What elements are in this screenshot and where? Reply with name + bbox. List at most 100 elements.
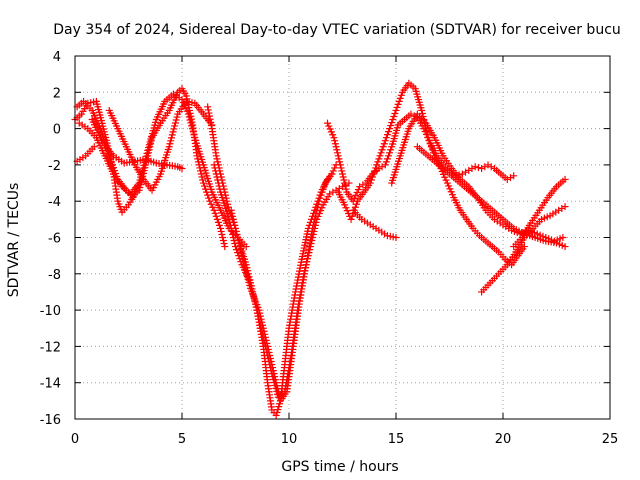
data-point: [249, 288, 257, 296]
data-point: [171, 119, 179, 127]
data-point: [245, 273, 253, 281]
data-point: [342, 185, 350, 193]
data-point: [219, 234, 227, 241]
data-point: [396, 94, 404, 102]
x-tick-label: 20: [495, 432, 512, 447]
data-point: [304, 255, 312, 263]
data-point: [213, 173, 221, 181]
data-point: [306, 243, 314, 251]
data-point: [236, 255, 244, 263]
data-point: [242, 243, 250, 251]
data-point: [377, 149, 385, 157]
series-track-7: [204, 103, 340, 405]
data-point: [385, 152, 393, 160]
data-point: [216, 185, 224, 193]
data-point: [258, 327, 266, 335]
data-point: [140, 161, 148, 169]
data-point: [254, 309, 262, 317]
data-point: [169, 128, 177, 136]
data-point: [336, 158, 344, 166]
data-point: [423, 131, 431, 139]
data-point: [310, 227, 318, 235]
y-tick-label: -14: [40, 377, 61, 392]
data-point: [558, 204, 566, 212]
y-tick-label: -6: [48, 232, 61, 247]
axis-ticks: 0 5 10 15 20 25 -16 -14 -12 -10 -8 -6 -4 -2 0 2 4: [40, 50, 619, 447]
data-point: [243, 264, 251, 272]
x-tick-label: 15: [388, 432, 405, 447]
data-point: [256, 318, 264, 326]
data-point: [309, 234, 317, 241]
data-point: [462, 168, 470, 176]
data-point: [207, 121, 215, 129]
data-point: [232, 243, 239, 251]
data-point: [212, 152, 220, 160]
data-point: [217, 224, 225, 232]
data-point: [302, 261, 310, 269]
data-point: [341, 182, 349, 190]
y-tick-label: -2: [48, 159, 61, 174]
y-tick-label: -16: [40, 413, 61, 428]
data-point: [250, 294, 258, 302]
data-point: [313, 200, 321, 208]
data-point: [214, 179, 222, 187]
data-point: [397, 91, 405, 99]
data-point: [423, 128, 431, 136]
data-point: [304, 252, 312, 260]
data-point: [173, 113, 181, 121]
data-point: [242, 261, 250, 269]
data-point: [301, 267, 309, 275]
data-point: [376, 152, 384, 160]
data-point: [213, 215, 221, 223]
data-point: [383, 131, 391, 139]
data-point: [387, 146, 395, 154]
data-point: [312, 218, 320, 226]
data-point: [170, 125, 178, 133]
data-point: [143, 149, 151, 157]
data-point: [212, 212, 220, 220]
data-point: [367, 176, 375, 184]
data-point: [334, 149, 342, 157]
data-point: [465, 166, 473, 174]
data-point: [393, 103, 401, 111]
x-axis-label: GPS time / hours: [281, 459, 398, 475]
series-track-15: [510, 175, 569, 251]
series-track-4: [75, 90, 250, 251]
data-point: [244, 267, 252, 275]
data-point: [381, 137, 389, 145]
data-point: [272, 384, 280, 392]
data-point: [255, 315, 263, 323]
data-point: [311, 206, 319, 214]
data-point: [171, 122, 179, 130]
data-point: [251, 297, 259, 305]
x-tick-label: 10: [281, 432, 298, 447]
data-point: [270, 378, 278, 386]
data-point: [428, 146, 436, 154]
data-point: [266, 364, 274, 372]
data-point: [185, 113, 193, 121]
data-point: [246, 279, 254, 287]
data-point: [388, 119, 396, 127]
data-point: [484, 161, 492, 169]
data-point: [333, 146, 341, 154]
data-point: [335, 184, 343, 192]
data-point: [561, 175, 569, 183]
data-point: [386, 125, 394, 133]
data-point: [379, 143, 387, 151]
data-point: [186, 116, 194, 124]
data-point: [561, 203, 569, 211]
data-point: [232, 224, 239, 232]
data-point: [559, 234, 567, 241]
data-point: [307, 240, 315, 248]
data-point: [248, 285, 256, 293]
data-point: [178, 165, 186, 173]
series-track-14: [478, 203, 569, 296]
series-track-9: [227, 179, 353, 401]
data-point: [268, 370, 276, 378]
data-point: [135, 179, 143, 187]
data-point: [304, 224, 312, 232]
data-point: [305, 221, 313, 229]
data-point: [214, 158, 222, 166]
data-point: [339, 170, 346, 178]
data-point: [227, 206, 235, 214]
